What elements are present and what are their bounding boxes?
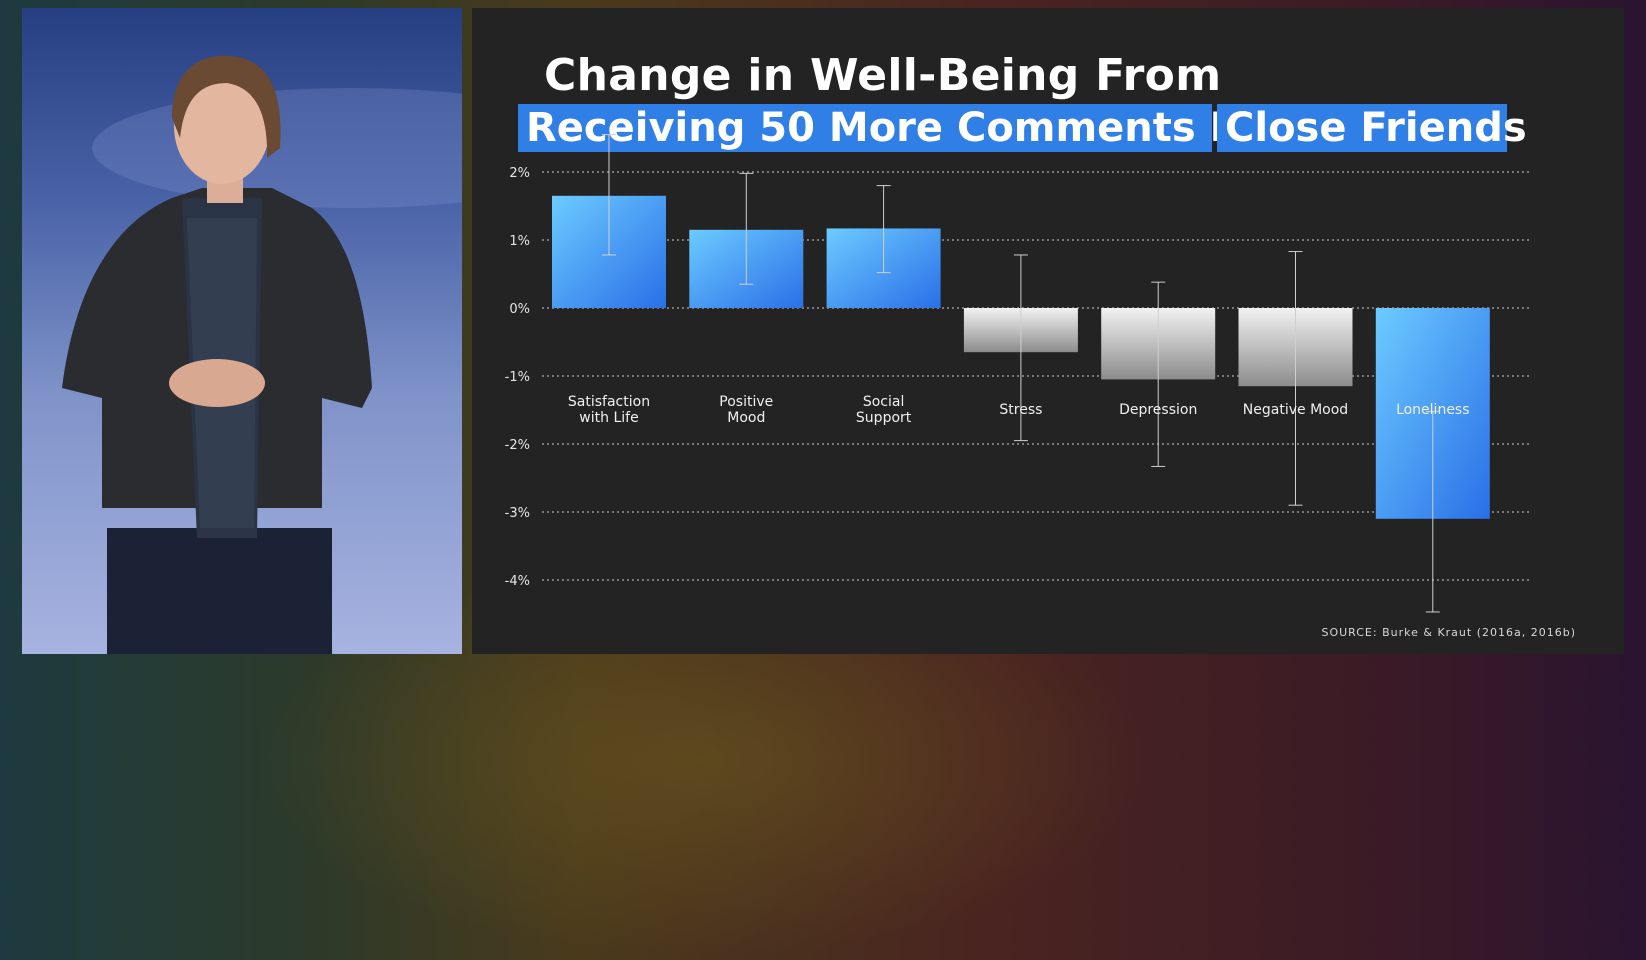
category-labels: Satisfaction with Life Positive Mood Social S… [568,394,1470,426]
speaker-video [22,8,462,654]
y-tick-label: -3% [505,506,530,521]
y-tick-label: 2% [509,166,530,181]
category-label: Social Support [856,394,912,426]
y-tick-label: 1% [509,234,530,249]
category-label: Stress [999,402,1042,418]
y-tick-label: -4% [505,574,530,589]
slide: Change in Well-Being From Receiving 50 M… [472,8,1624,654]
bar-chart: Satisfaction with Life Positive Mood Social S… [505,134,1530,613]
y-tick-label: -1% [505,370,530,385]
category-label: Negative Mood [1243,402,1348,418]
category-label: Depression [1119,402,1197,418]
category-label: Positive Mood [719,394,773,426]
slide-subtitle-part1: Receiving 50 More Comments From [518,104,1323,152]
error-bars [602,134,1440,613]
y-tick-label: -2% [505,438,530,453]
slide-title: Change in Well-Being From [544,50,1222,101]
category-label: Loneliness [1396,402,1469,418]
source-note: SOURCE: Burke & Kraut (2016a, 2016b) [1321,626,1576,639]
y-tick-label: 0% [509,302,530,317]
slide-subtitle-part2: Close Friends [1217,104,1527,152]
speaker-figure [62,55,462,654]
y-tick-labels: 2% 1% 0% -1% -2% -3% -4% [505,166,530,589]
category-label: Satisfaction with Life [568,394,650,426]
